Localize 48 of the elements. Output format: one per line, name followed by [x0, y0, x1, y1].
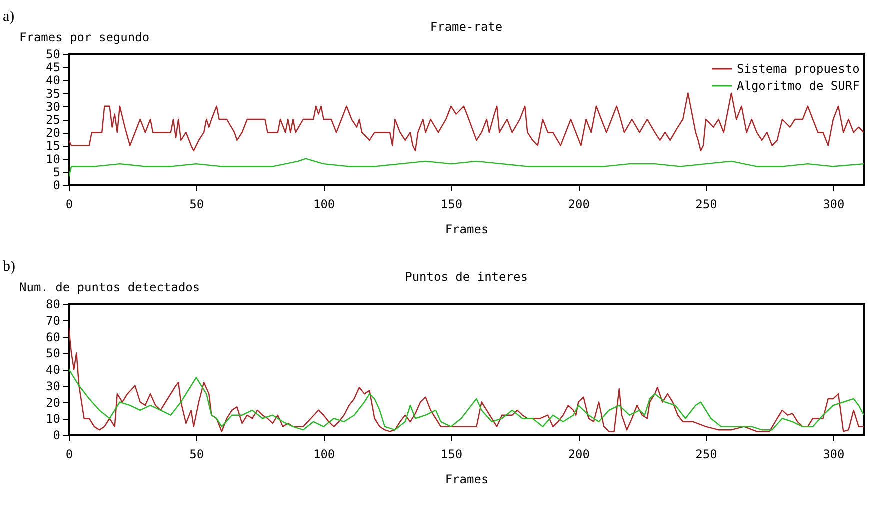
- y-tick-label: 10: [46, 152, 60, 166]
- y-tick-label: 10: [46, 412, 60, 426]
- legend-label: Algoritmo de SURF: [737, 79, 860, 93]
- y-tick-label: 70: [46, 314, 60, 328]
- y-tick-label: 80: [46, 298, 60, 312]
- chart-title: Frame-rate: [430, 20, 503, 34]
- y-tick-label: 15: [46, 139, 60, 154]
- legend-label: Sistema propuesto: [737, 62, 860, 76]
- y-tick-label: 45: [46, 60, 60, 75]
- y-tick-label: 40: [46, 363, 60, 377]
- y-tick-label: 40: [46, 74, 60, 88]
- x-axis-title: Frames: [445, 222, 489, 236]
- y-tick-label: 30: [46, 100, 60, 114]
- y-tick-label: 0: [53, 428, 60, 442]
- line-series: [69, 158, 864, 178]
- x-tick-label: 50: [190, 198, 204, 212]
- x-tick-label: 200: [568, 448, 590, 462]
- x-tick-label: 100: [313, 448, 336, 462]
- y-tick-label: 50: [46, 346, 60, 361]
- y-tick-label: 20: [46, 126, 60, 140]
- chart-title: Puntos de interes: [405, 270, 528, 284]
- x-tick-label: 0: [66, 448, 74, 462]
- x-tick-label: 300: [823, 448, 845, 462]
- x-tick-label: 50: [190, 448, 204, 462]
- y-tick-label: 50: [46, 48, 60, 62]
- line-series: [69, 368, 864, 431]
- y-tick-label: 25: [46, 113, 60, 127]
- y-tick-label: 60: [46, 330, 60, 344]
- line-series: [69, 328, 864, 432]
- x-tick-label: 150: [440, 448, 463, 462]
- y-tick-label: 5: [53, 165, 60, 180]
- y-tick-label: 30: [46, 379, 60, 394]
- y-tick-label: 20: [46, 396, 60, 410]
- x-tick-label: 150: [440, 198, 463, 212]
- x-tick-label: 100: [313, 198, 336, 212]
- x-tick-label: 250: [696, 198, 718, 212]
- text: b): [3, 259, 16, 275]
- x-axis-title: Frames: [445, 472, 489, 486]
- x-tick-label: 300: [823, 198, 845, 212]
- y-tick-label: 0: [53, 178, 60, 192]
- line-series: [69, 92, 864, 152]
- x-tick-label: 0: [66, 198, 74, 212]
- x-tick-label: 200: [568, 198, 590, 212]
- y-axis-title: Frames por segundo: [20, 30, 150, 44]
- text: a): [3, 9, 15, 25]
- y-axis-title: Num. de puntos detectados: [20, 280, 200, 294]
- y-tick-label: 35: [46, 86, 60, 101]
- x-tick-label: 250: [696, 448, 718, 462]
